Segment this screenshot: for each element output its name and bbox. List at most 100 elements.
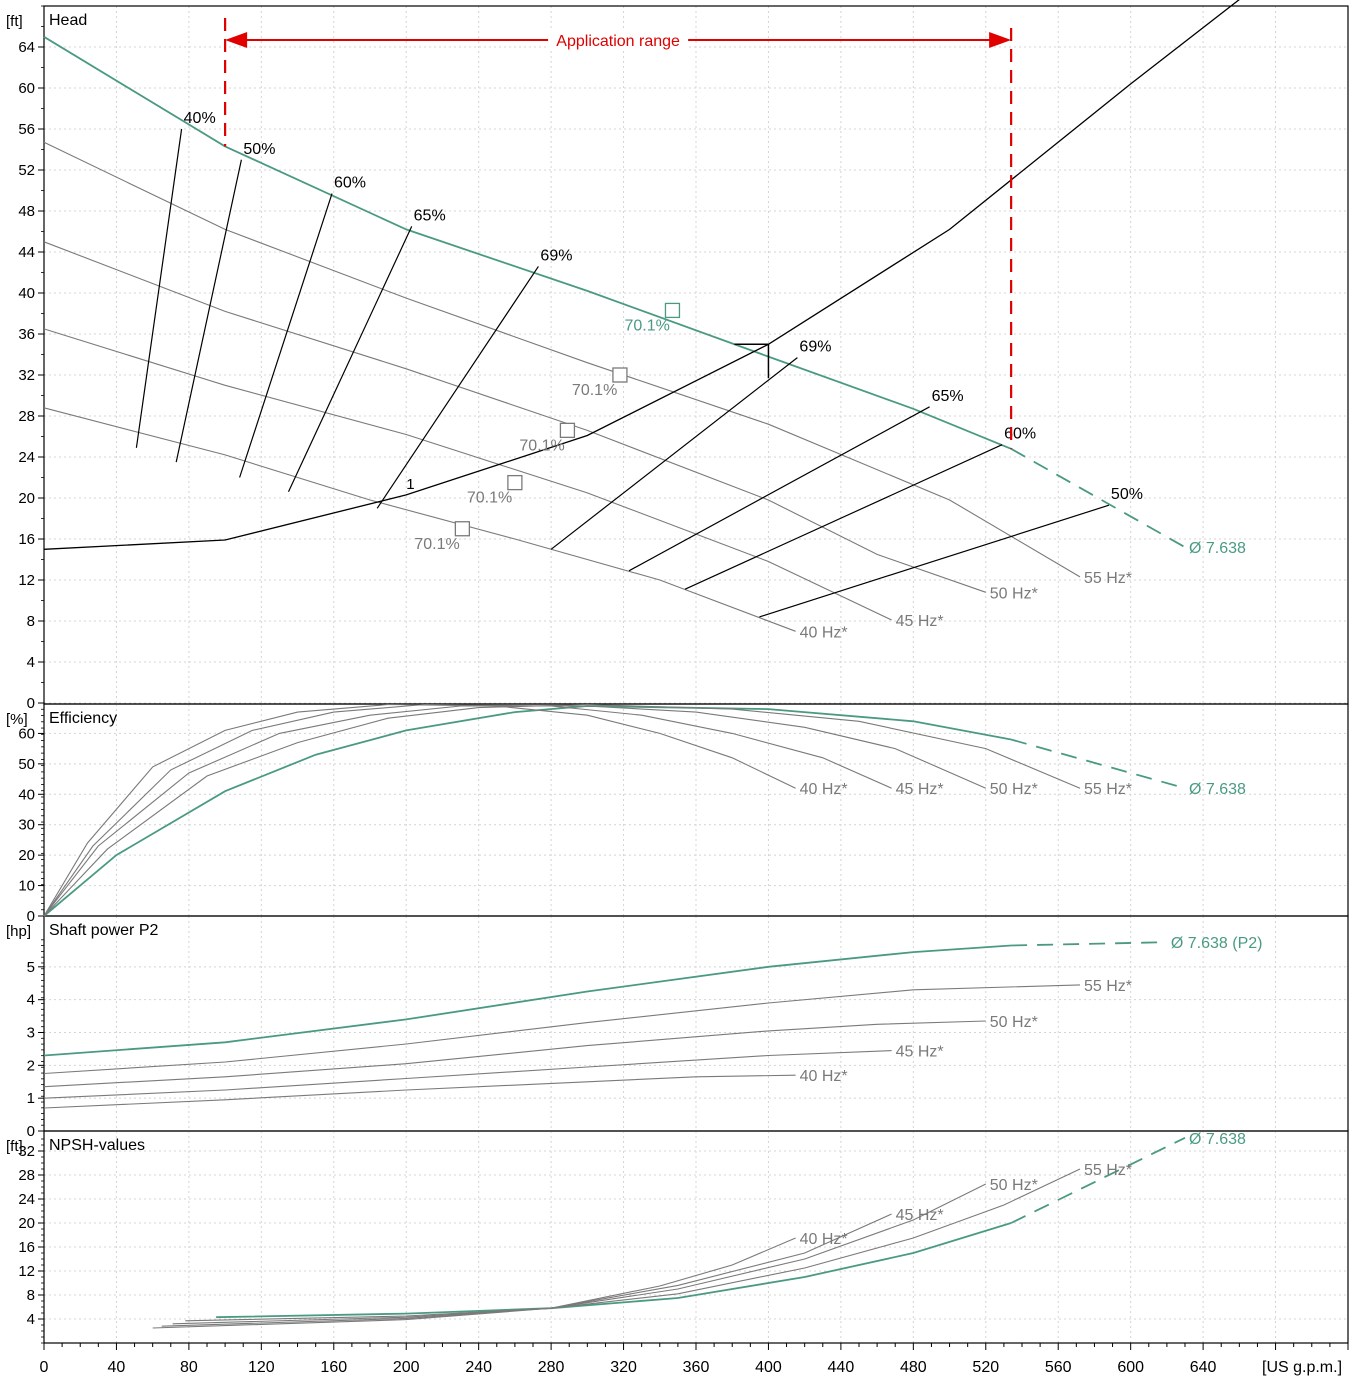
- iso-efficiency-line: [628, 406, 930, 572]
- iso-efficiency-line: [684, 444, 1003, 590]
- power-ytick-label: 3: [27, 1025, 35, 1042]
- head-ytick-label: 12: [18, 572, 35, 589]
- efficiency-grid: 0 10 20 30 40 50 60[%] Efficiency: [6, 703, 1349, 925]
- npsh-curve-trim-extension: [1010, 1136, 1186, 1224]
- bep-label: 70.1%: [467, 490, 512, 507]
- bep-marker: [507, 474, 523, 491]
- power-series-label: 40 Hz*: [800, 1068, 848, 1085]
- iso-efficiency-label: 65%: [414, 207, 446, 224]
- efficiency-ytick-label: 20: [18, 847, 35, 864]
- bep-marker: [664, 302, 681, 319]
- application-range-arrow-left: [225, 32, 248, 48]
- head-curve-speed: [43, 241, 986, 593]
- head-frame: [43, 5, 1349, 705]
- npsh-series-label: 40 Hz*: [800, 1231, 848, 1248]
- x-tick-label: 280: [538, 1359, 565, 1376]
- bep-label: 70.1%: [624, 317, 669, 334]
- iso-efficiency-label: 60%: [334, 175, 366, 192]
- efficiency-curve-speed: [43, 703, 892, 917]
- efficiency-curve-speed: [43, 703, 796, 917]
- npsh-curve-speed: [172, 1183, 987, 1325]
- npsh-ytick-label: 28: [18, 1167, 35, 1184]
- head-ytick-label: 40: [18, 285, 35, 302]
- efficiency-series: Ø 7.638 55 Hz* 50 Hz* 45 Hz* 40 Hz*: [43, 703, 1246, 917]
- power-ytick-label: 4: [27, 992, 35, 1009]
- npsh-ytick-label: 12: [18, 1263, 35, 1280]
- x-axis-label: [US g.p.m.]: [1262, 1359, 1342, 1376]
- head-ytick-label: 44: [18, 244, 35, 261]
- power-ytick-label: 0: [27, 1123, 35, 1140]
- head-ytick-label: 4: [27, 654, 35, 671]
- efficiency-ytick-label: 10: [18, 878, 35, 895]
- npsh-curve-trim: [216, 1222, 1012, 1319]
- efficiency-series-label: 40 Hz*: [800, 781, 848, 798]
- power-series: Ø 7.638 (P2) 55 Hz* 50 Hz* 45 Hz* 40 Hz*: [43, 935, 1263, 1109]
- head-series-label: Ø 7.638: [1189, 540, 1246, 557]
- head-ytick-label: 8: [27, 613, 35, 630]
- head-curve-trim-extension: [1010, 448, 1186, 548]
- power-curve-trim-extension: [1011, 941, 1167, 947]
- power-grid: 0 1 2 3 4 5 [hp] Shaft power P2: [6, 915, 1349, 1140]
- x-tick-label: 0: [40, 1359, 49, 1376]
- iso-efficiency-label: 60%: [1004, 426, 1036, 443]
- head-ytick-label: 28: [18, 408, 35, 425]
- efficiency-curve-speed: [43, 703, 1081, 917]
- npsh-ytick-label: 8: [27, 1287, 35, 1304]
- npsh-panel-title: NPSH-values: [49, 1137, 145, 1154]
- npsh-ytick-label: 4: [27, 1311, 35, 1328]
- efficiency-unit-label: [%]: [6, 711, 28, 728]
- power-series-label: Ø 7.638 (P2): [1171, 935, 1263, 952]
- npsh-series-label: 50 Hz*: [990, 1177, 1038, 1194]
- power-series-label: 55 Hz*: [1084, 978, 1132, 995]
- x-tick-label: 640: [1190, 1359, 1217, 1376]
- iso-efficiency-line: [759, 504, 1110, 618]
- power-panel-title: Shaft power P2: [49, 922, 159, 939]
- power-series-label: 50 Hz*: [990, 1014, 1038, 1031]
- npsh-series-label: 45 Hz*: [896, 1207, 944, 1224]
- efficiency-curve-speed: [43, 705, 987, 917]
- npsh-curve-speed: [161, 1213, 892, 1327]
- head-ytick-label: 52: [18, 162, 35, 179]
- iso-efficiency-label: 40%: [184, 110, 216, 127]
- x-tick-label: 480: [900, 1359, 927, 1376]
- bep-label: 70.1%: [519, 437, 564, 454]
- efficiency-ytick-label: 30: [18, 817, 35, 834]
- head-ytick-label: 60: [18, 80, 35, 97]
- npsh-series: Ø 7.638 55 Hz* 50 Hz* 45 Hz* 40 Hz*: [152, 1131, 1246, 1329]
- efficiency-ytick-label: 60: [18, 725, 35, 742]
- npsh-ytick-label: 24: [18, 1191, 35, 1208]
- efficiency-series-label: 55 Hz*: [1084, 781, 1132, 798]
- head-ytick-label: 20: [18, 490, 35, 507]
- iso-efficiency-line: [550, 357, 798, 550]
- power-curve-speed: [43, 1050, 892, 1099]
- npsh-series-label: Ø 7.638: [1189, 1131, 1246, 1148]
- iso-efficiency-line: [135, 128, 183, 448]
- application-range-label: Application range: [556, 33, 680, 50]
- efficiency-curve-trim-extension: [1010, 738, 1186, 790]
- head-ytick-label: 36: [18, 326, 35, 343]
- power-ytick-label: 5: [27, 959, 35, 976]
- head-ytick-label: 64: [18, 39, 35, 56]
- x-tick-label: 440: [828, 1359, 855, 1376]
- npsh-ytick-label: 20: [18, 1215, 35, 1232]
- npsh-curve-speed: [152, 1237, 796, 1329]
- bep-marker: [612, 367, 628, 383]
- power-series-label: 45 Hz*: [896, 1044, 944, 1061]
- iso-efficiency-label: 69%: [540, 247, 572, 264]
- system-curve-label: 1: [406, 476, 414, 493]
- bep-label: 70.1%: [414, 536, 459, 553]
- head-series: Ø 7.638 55 Hz* 50 Hz* 45 Hz* 40 Hz* 1 40% 50% 60…: [43, 0, 1246, 641]
- x-tick-label: 360: [683, 1359, 710, 1376]
- head-series-label: 40 Hz*: [800, 624, 848, 641]
- iso-efficiency-label: 50%: [1111, 486, 1143, 503]
- x-axis: 0 40 80 120 160 200 240 280 320 360 400 440 480 520 56…: [40, 1343, 1349, 1376]
- efficiency-series-label: 50 Hz*: [990, 781, 1038, 798]
- head-unit-label: [ft]: [6, 13, 23, 30]
- npsh-grid: 4 8 12 16 20 24 28 32[ft] NPSH-values: [6, 1130, 1349, 1344]
- x-tick-label: 40: [108, 1359, 126, 1376]
- head-curve-speed: [43, 407, 796, 632]
- efficiency-ytick-label: 0: [27, 908, 35, 925]
